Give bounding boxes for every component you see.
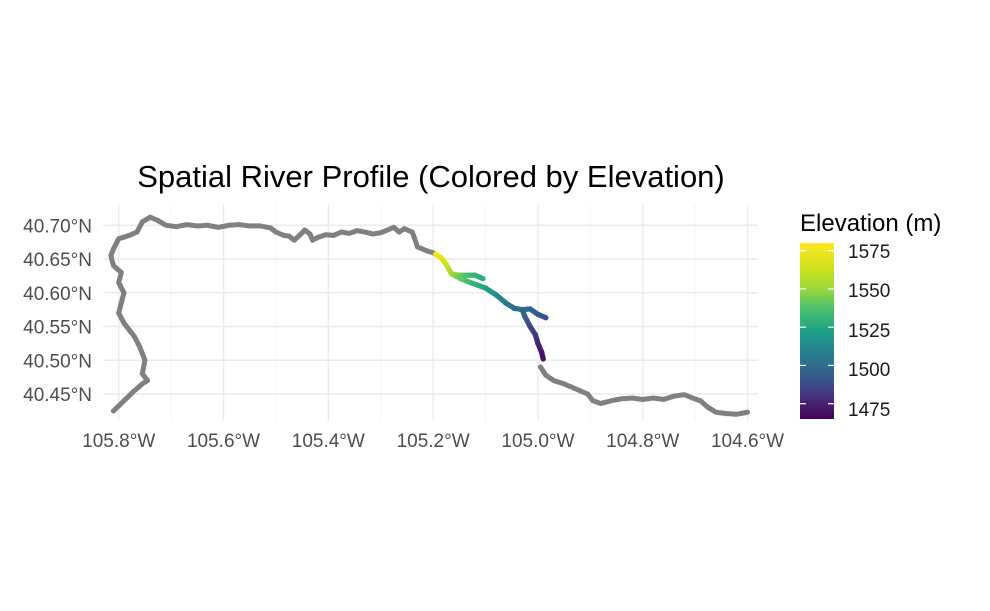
x-tick-label: 104.8°W [606, 431, 679, 452]
x-axis-ticks: 105.8°W 105.6°W 105.4°W 105.2°W 105.0°W … [82, 431, 784, 452]
y-axis-ticks: 40.45°N 40.50°N 40.55°N 40.60°N 40.65°N … [23, 216, 92, 406]
y-tick-label: 40.60°N [23, 284, 92, 305]
x-tick-label: 105.4°W [292, 431, 365, 452]
legend-title: Elevation (m) [800, 210, 941, 237]
river-point-elevation [543, 315, 549, 321]
y-tick-label: 40.65°N [23, 250, 92, 271]
river-point-elevation [522, 313, 528, 320]
grid [103, 205, 758, 421]
river-point-elevation [459, 276, 465, 282]
x-tick-label: 105.0°W [501, 431, 574, 452]
x-tick-label: 105.8°W [82, 431, 155, 452]
colorbar-ticks [800, 250, 834, 405]
river-point-elevation [480, 275, 486, 282]
legend-label: 1525 [848, 321, 890, 342]
legend-label: 1575 [848, 242, 890, 263]
y-tick-label: 40.50°N [23, 351, 92, 372]
river-point-elevation [540, 356, 546, 362]
legend-label: 1550 [848, 281, 890, 302]
chart-title: Spatial River Profile (Colored by Elevat… [137, 159, 725, 194]
river-points [108, 214, 751, 417]
elevation-legend: Elevation (m) 1575 1550 1525 1500 1475 [800, 210, 941, 421]
x-tick-label: 104.6°W [711, 431, 784, 452]
x-tick-label: 105.6°W [187, 431, 260, 452]
y-tick-label: 40.55°N [23, 318, 92, 339]
legend-label: 1500 [848, 360, 890, 381]
y-tick-label: 40.70°N [23, 216, 92, 237]
legend-label: 1475 [848, 400, 890, 421]
x-tick-label: 105.2°W [397, 431, 470, 452]
river-point-no-elevation [744, 409, 751, 415]
colorbar [800, 243, 834, 419]
y-tick-label: 40.45°N [23, 385, 92, 406]
